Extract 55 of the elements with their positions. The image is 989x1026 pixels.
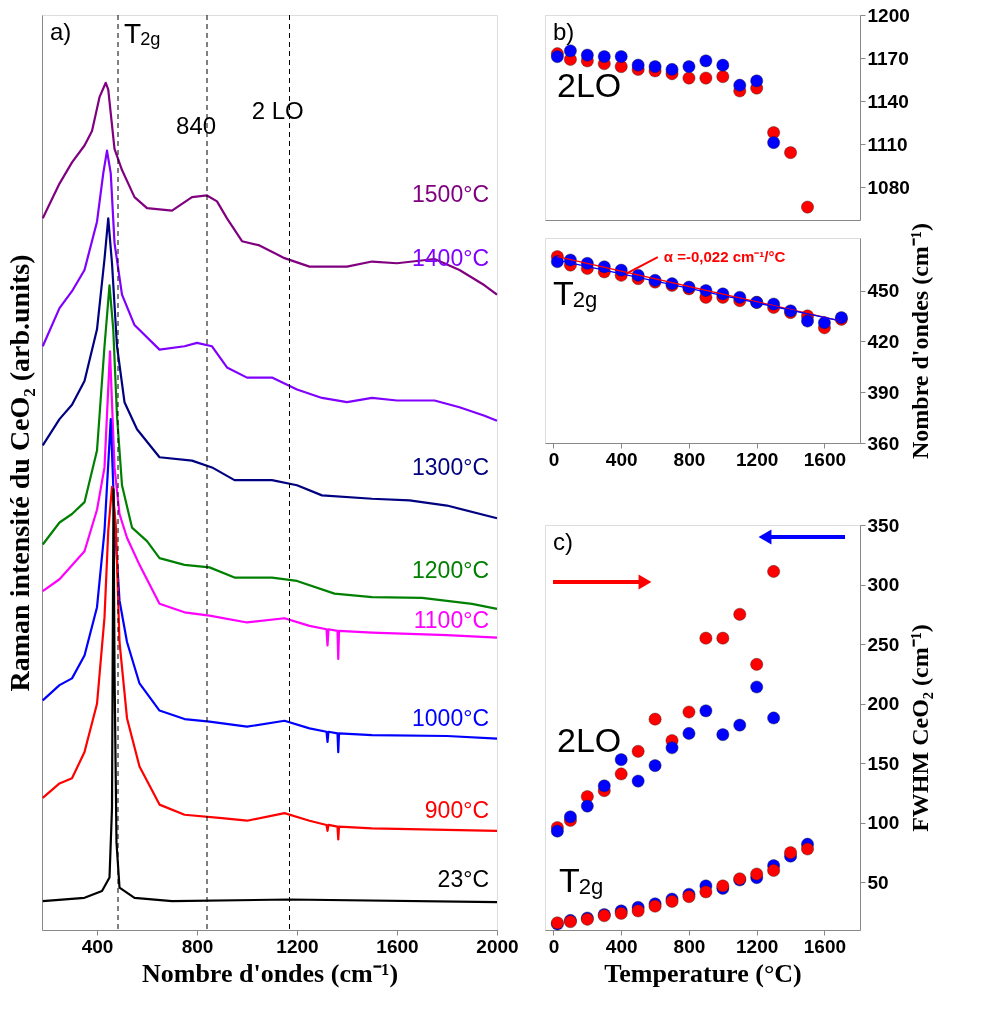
y-tick-label: 450 (867, 280, 900, 302)
series-label: 1000°C (412, 704, 489, 731)
annotation: T2g (553, 274, 598, 312)
annotation: α =-0,022 cm⁻¹/°C (663, 248, 786, 266)
y-axis-title: Nombre d'ondes (cm⁻¹) (907, 222, 934, 460)
x-tick-label: 1600 (803, 935, 847, 957)
x-tick-label: 400 (81, 935, 114, 957)
text: 1500°C (412, 180, 489, 207)
y-tick-label: 350 (867, 514, 900, 536)
y-tick-label: 300 (867, 574, 900, 596)
x-tick-label: 0 (548, 935, 560, 957)
text: a) (50, 18, 72, 45)
annotation: c) (553, 528, 573, 555)
y-tick-label: 50 (867, 871, 889, 893)
ref-line-label: 840 (176, 112, 217, 139)
series-label: 1100°C (413, 606, 489, 633)
y-tick-label: 390 (867, 381, 900, 403)
y-tick-label: 420 (867, 330, 900, 352)
series-label: 23°C (437, 866, 489, 893)
x-tick-label: 800 (181, 935, 214, 957)
x-axis-title: Temperature (°C) (604, 958, 802, 988)
x-tick-label: 800 (673, 935, 706, 957)
x-axis-title: Nombre d'ondes (cm⁻¹) (141, 958, 399, 988)
x-tick-label: 1200 (736, 448, 779, 470)
x-tick-label: 400 (605, 448, 638, 470)
y-tick-label: 1110 (867, 133, 908, 155)
y-tick-label: 150 (867, 752, 900, 774)
series-label: 1200°C (412, 556, 489, 583)
x-tick-label: 800 (673, 448, 706, 470)
y-tick-label: 250 (867, 633, 900, 655)
y-tick-label: 1200 (867, 4, 910, 26)
annotation: T2g (559, 861, 604, 899)
annotation: 2LO (557, 721, 622, 759)
y-tick-label: 1140 (867, 90, 909, 112)
ref-line-label: 2 LO (251, 97, 304, 124)
x-tick-label: 1600 (376, 935, 419, 957)
ref-line-label: T2g (124, 18, 161, 49)
series-label: 900°C (424, 796, 489, 823)
x-tick-label: 400 (605, 935, 638, 957)
y-tick-label: 100 (867, 812, 900, 834)
annotation: 2LO (557, 66, 622, 104)
x-tick-label: 2000 (476, 935, 519, 957)
x-tick-label: 0 (548, 448, 560, 470)
annotation: b) (553, 18, 575, 45)
y-tick-label: 1080 (867, 176, 910, 198)
x-tick-label: 1200 (276, 935, 319, 957)
y-axis-title: Raman intensité du CeO₂ (arb.units) (3, 254, 35, 692)
x-tick-label: 1200 (736, 935, 779, 957)
y-axis-title: FWHM CeO₂ (cm⁻¹) (907, 624, 934, 832)
y-tick-label: 360 (867, 432, 900, 454)
y-tick-label: 1170 (867, 47, 909, 69)
text: 1400°C (412, 244, 489, 271)
x-tick-label: 1600 (803, 448, 847, 470)
y-tick-label: 200 (867, 693, 900, 715)
series-label: 1300°C (412, 454, 489, 481)
